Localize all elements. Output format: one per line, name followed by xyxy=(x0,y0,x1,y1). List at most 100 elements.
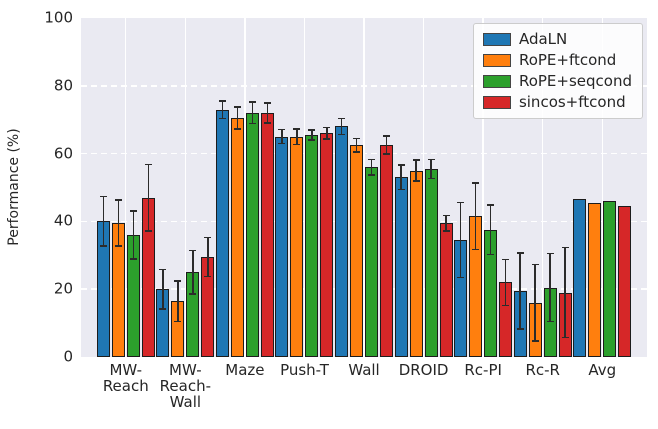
bar-wrapper xyxy=(186,18,200,357)
error-bar-cap-top xyxy=(263,102,271,104)
error-bar xyxy=(236,106,239,130)
legend-item: sincos+ftcond xyxy=(482,93,632,111)
error-bar-cap-bottom xyxy=(248,122,256,125)
error-bar-cap-top xyxy=(174,280,182,282)
error-bar-cap-bottom xyxy=(338,133,346,136)
bar-wrapper xyxy=(126,18,140,357)
error-bar-cap-bottom xyxy=(472,248,480,251)
bar xyxy=(603,201,617,357)
bar-group xyxy=(573,18,633,357)
y-tick-label: 0 xyxy=(63,347,73,366)
bar xyxy=(409,170,423,357)
error-bar xyxy=(474,182,477,251)
y-tick-label: 60 xyxy=(53,144,73,163)
bar xyxy=(215,109,229,357)
error-bar-cap-bottom xyxy=(561,336,569,339)
error-bar-cap-top xyxy=(546,252,554,255)
error-bar-cap-top xyxy=(308,129,316,131)
error-bar-cap-top xyxy=(114,199,122,201)
bar-group xyxy=(394,18,454,357)
gridline-v xyxy=(184,18,187,357)
error-bar-cap-bottom xyxy=(218,117,226,120)
bar xyxy=(618,206,632,357)
error-bar xyxy=(266,102,269,124)
bar xyxy=(290,136,304,357)
legend: AdaLN RoPE+ftcond RoPE+seqcond sincos+ftcon… xyxy=(472,23,643,119)
error-bar xyxy=(326,126,328,140)
x-tick-label: MW- Reach xyxy=(102,361,149,395)
error-bar xyxy=(207,236,209,278)
error-bar-cap-bottom xyxy=(174,320,182,323)
bar-wrapper xyxy=(469,18,483,357)
bar-wrapper xyxy=(305,18,319,357)
error-bar xyxy=(400,164,402,191)
bar-wrapper xyxy=(230,18,244,357)
error-bar-cap-top xyxy=(427,158,435,161)
gridline-v xyxy=(542,18,544,357)
error-bar xyxy=(564,246,566,339)
gridline-v xyxy=(482,18,484,357)
error-bar xyxy=(549,252,551,323)
bar xyxy=(424,168,438,357)
y-tick-labels: 0 20 40 60 80 100 xyxy=(0,10,73,364)
bars-row xyxy=(513,18,573,357)
gridline-v xyxy=(303,18,306,357)
bar xyxy=(394,177,408,357)
bars-row xyxy=(394,18,454,357)
error-bar xyxy=(355,137,358,153)
y-tick-label: 20 xyxy=(53,279,73,298)
legend-swatch xyxy=(482,54,511,67)
bar-wrapper xyxy=(365,18,379,357)
error-bar xyxy=(519,252,521,330)
bar-group xyxy=(275,18,335,357)
error-bar xyxy=(147,163,150,232)
error-bar-cap-top xyxy=(472,182,480,184)
gridline-v xyxy=(422,18,425,357)
error-bar-cap-bottom xyxy=(204,275,212,278)
bars-row xyxy=(156,18,216,357)
bar xyxy=(320,133,334,357)
error-bar-cap-bottom xyxy=(383,153,391,155)
error-bar xyxy=(489,204,492,256)
legend-label: sincos+ftcond xyxy=(518,93,626,111)
error-bar-cap-bottom xyxy=(293,143,301,146)
bar xyxy=(380,145,394,357)
error-bar-cap-top xyxy=(144,163,152,166)
x-tick-label: MW- Reach- Wall xyxy=(159,361,212,411)
error-bar-cap-bottom xyxy=(144,230,152,232)
error-bar-cap-top xyxy=(218,100,226,102)
error-bar xyxy=(221,100,224,120)
bar-wrapper xyxy=(394,18,408,357)
error-bar-cap-top xyxy=(129,210,137,212)
error-bar-cap-top xyxy=(442,214,450,217)
error-bar-cap-bottom xyxy=(323,138,331,140)
bar xyxy=(275,136,289,357)
bar xyxy=(305,134,319,357)
bar-wrapper xyxy=(201,18,215,357)
x-tick-label: Avg xyxy=(588,361,617,379)
bar-wrapper xyxy=(335,18,349,357)
bar-wrapper xyxy=(171,18,185,357)
error-bar-cap-top xyxy=(159,268,167,271)
y-tick-label: 40 xyxy=(53,211,73,230)
error-bar xyxy=(534,263,536,342)
bar xyxy=(573,199,587,357)
error-bar xyxy=(177,280,179,323)
error-bar-cap-bottom xyxy=(189,293,197,295)
error-bar-cap-top xyxy=(338,117,346,120)
error-bar xyxy=(132,210,135,260)
bar-group xyxy=(156,18,216,357)
bar-wrapper xyxy=(290,18,304,357)
error-bar-cap-bottom xyxy=(487,253,495,256)
error-bar-cap-top xyxy=(353,137,361,140)
error-bar-cap-bottom xyxy=(129,258,137,260)
error-bar-cap-top xyxy=(233,106,241,108)
x-tick-label: DROID xyxy=(398,361,449,379)
error-bar-cap-top xyxy=(99,195,107,198)
error-bar-cap-bottom xyxy=(114,245,122,247)
error-bar-cap-bottom xyxy=(412,180,420,182)
error-bar-cap-top xyxy=(502,258,510,261)
error-bar-cap-bottom xyxy=(502,304,510,307)
x-tick-label: Rc-PI xyxy=(464,361,502,379)
error-bar-cap-bottom xyxy=(353,151,361,153)
